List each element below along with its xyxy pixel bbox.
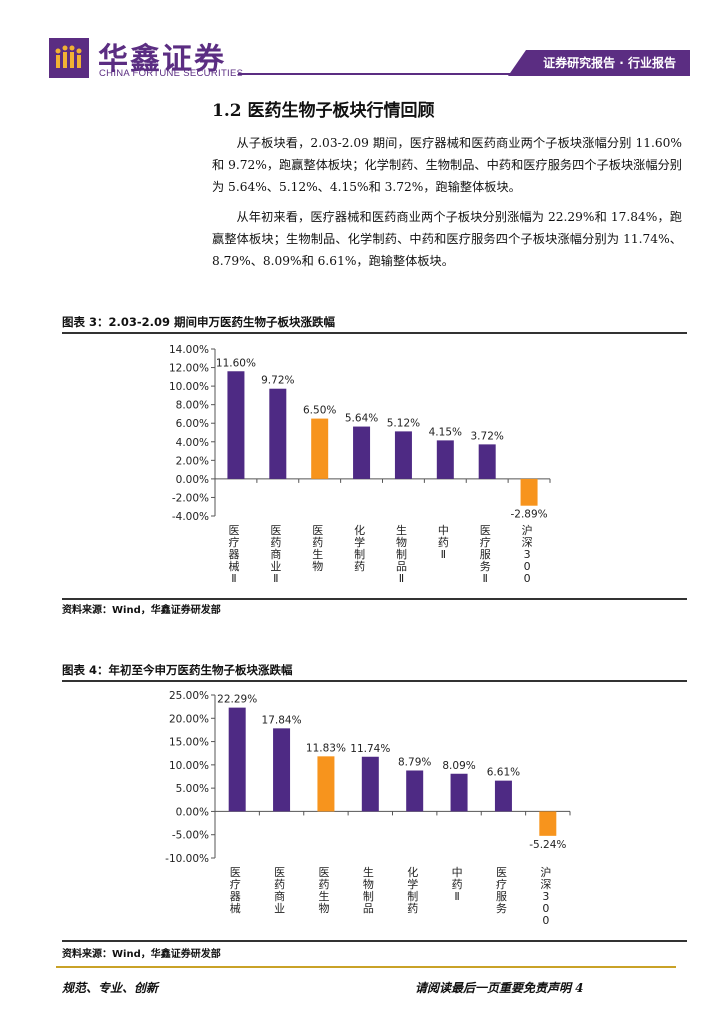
bar-value-label: 11.60%	[216, 357, 256, 369]
y-tick-label: 5.00%	[176, 783, 209, 795]
y-tick-label: 15.00%	[169, 737, 209, 749]
category-label: 生物制品	[363, 865, 374, 915]
footer-divider	[56, 966, 676, 968]
bar-value-label: 9.72%	[261, 375, 294, 387]
bar-value-label: 3.72%	[471, 430, 504, 442]
figure-3-bottom-rule	[62, 598, 687, 600]
y-tick-label: 10.00%	[169, 381, 209, 393]
category-label: 中药 Ⅱ	[452, 866, 463, 903]
y-tick-label: 25.00%	[169, 690, 209, 702]
bar	[539, 811, 557, 836]
paragraph-subsector-weekly: 从子板块看，2.03-2.09 期间，医疗器械和医药商业两个子板块涨幅分别 11…	[212, 136, 682, 194]
y-tick-label: 8.00%	[176, 400, 209, 412]
y-tick-label: 0.00%	[176, 474, 209, 486]
bar	[228, 707, 246, 812]
bar	[361, 756, 379, 812]
bar-value-label: 5.64%	[345, 413, 378, 425]
bar	[520, 478, 538, 506]
figure-3-top-rule	[62, 332, 687, 334]
y-tick-label: -2.00%	[172, 492, 209, 504]
brand-logo-icon	[49, 38, 89, 78]
chart-ytd-subsector-change: -10.00% -5.00% 0.00% 5.00% 10.00% 15.00% 20.00…	[165, 690, 571, 927]
category-label: 沪深 3 0 0	[540, 865, 551, 927]
bar-value-label: 6.61%	[487, 767, 520, 779]
y-tick-label: 0.00%	[176, 806, 209, 818]
figure-4-title: 图表 4：年初至今申万医药生物子板块涨跌幅	[62, 663, 293, 677]
bar-value-label: 5.12%	[387, 417, 420, 429]
bar	[406, 770, 424, 812]
bar-value-label: 22.29%	[217, 694, 257, 706]
report-type-tab: 证券研究报告 · 行业报告	[508, 50, 690, 76]
category-label: 医药生物	[318, 866, 329, 915]
y-tick-label: -10.00%	[165, 853, 209, 865]
y-tick-label: 4.00%	[176, 437, 209, 449]
brand-name-en: CHINA FORTUNE SECURITIES	[99, 68, 244, 79]
bar	[394, 431, 412, 479]
bar-value-label: -5.24%	[529, 839, 566, 851]
category-label: 中药 Ⅱ	[438, 524, 449, 561]
category-label: 医疗服务	[496, 866, 507, 915]
y-tick-label: 14.00%	[169, 344, 209, 356]
figure-4-bottom-rule	[62, 940, 687, 942]
bar-value-label: 17.84%	[262, 714, 302, 726]
category-label: 医药商业	[274, 866, 285, 915]
section-title: 1.2 医药生物子板块行情回顾	[212, 101, 435, 121]
y-tick-label: 20.00%	[169, 713, 209, 725]
category-label: 化学制药	[354, 523, 365, 573]
figure-3-source: 资料来源：Wind，华鑫证券研发部	[62, 605, 221, 616]
category-label: 沪深 3 0 0	[522, 523, 533, 585]
y-tick-label: -4.00%	[172, 511, 209, 523]
bar	[436, 440, 454, 479]
bar	[478, 444, 496, 479]
bar	[494, 780, 512, 812]
bar	[311, 418, 329, 479]
bar	[273, 728, 291, 812]
y-tick-label: 2.00%	[176, 455, 209, 467]
category-label: 化学制药	[407, 865, 418, 915]
category-label: 医药商业 Ⅱ	[270, 524, 281, 585]
bar-value-label: 4.15%	[429, 426, 462, 438]
footer-disclaimer-page: 请阅读最后一页重要免责声明 4	[415, 981, 584, 995]
category-label: 医疗器械	[230, 866, 241, 915]
bar	[227, 371, 245, 479]
header-divider	[238, 73, 513, 75]
footer-slogan: 规范、专业、创新	[62, 981, 159, 995]
bar	[317, 756, 335, 812]
bar-value-label: 6.50%	[303, 405, 336, 417]
category-label: 医药生物	[312, 524, 323, 573]
bar-value-label: 8.79%	[398, 756, 431, 768]
bar-value-label: 11.83%	[306, 742, 346, 754]
bar-value-label: 8.09%	[442, 760, 475, 772]
category-label: 生物制品 Ⅱ	[396, 523, 407, 585]
bar	[269, 388, 287, 479]
figure-3-title: 图表 3：2.03-2.09 期间申万医药生物子板块涨跌幅	[62, 315, 336, 329]
y-tick-label: 12.00%	[169, 363, 209, 375]
category-label: 医疗服务 Ⅱ	[480, 524, 491, 585]
figure-4-source: 资料来源：Wind，华鑫证券研发部	[62, 949, 221, 960]
category-label: 医疗器械 Ⅱ	[228, 524, 239, 585]
bar-value-label: -2.89%	[510, 509, 547, 521]
chart-weekly-subsector-change: -4.00% -2.00% 0.00% 2.00% 4.00% 6.00% 8.00% 10.…	[169, 344, 551, 585]
y-tick-label: 6.00%	[176, 418, 209, 430]
bar-value-label: 11.74%	[350, 743, 390, 755]
figure-4-top-rule	[62, 680, 687, 682]
y-tick-label: -5.00%	[172, 830, 209, 842]
brand-name-cn: 华鑫证券	[98, 42, 226, 77]
bar	[353, 426, 371, 479]
paragraph-subsector-ytd: 从年初来看，医疗器械和医药商业两个子板块分别涨幅为 22.29%和 17.84%…	[212, 210, 682, 268]
bar	[450, 773, 468, 812]
y-tick-label: 10.00%	[169, 760, 209, 772]
